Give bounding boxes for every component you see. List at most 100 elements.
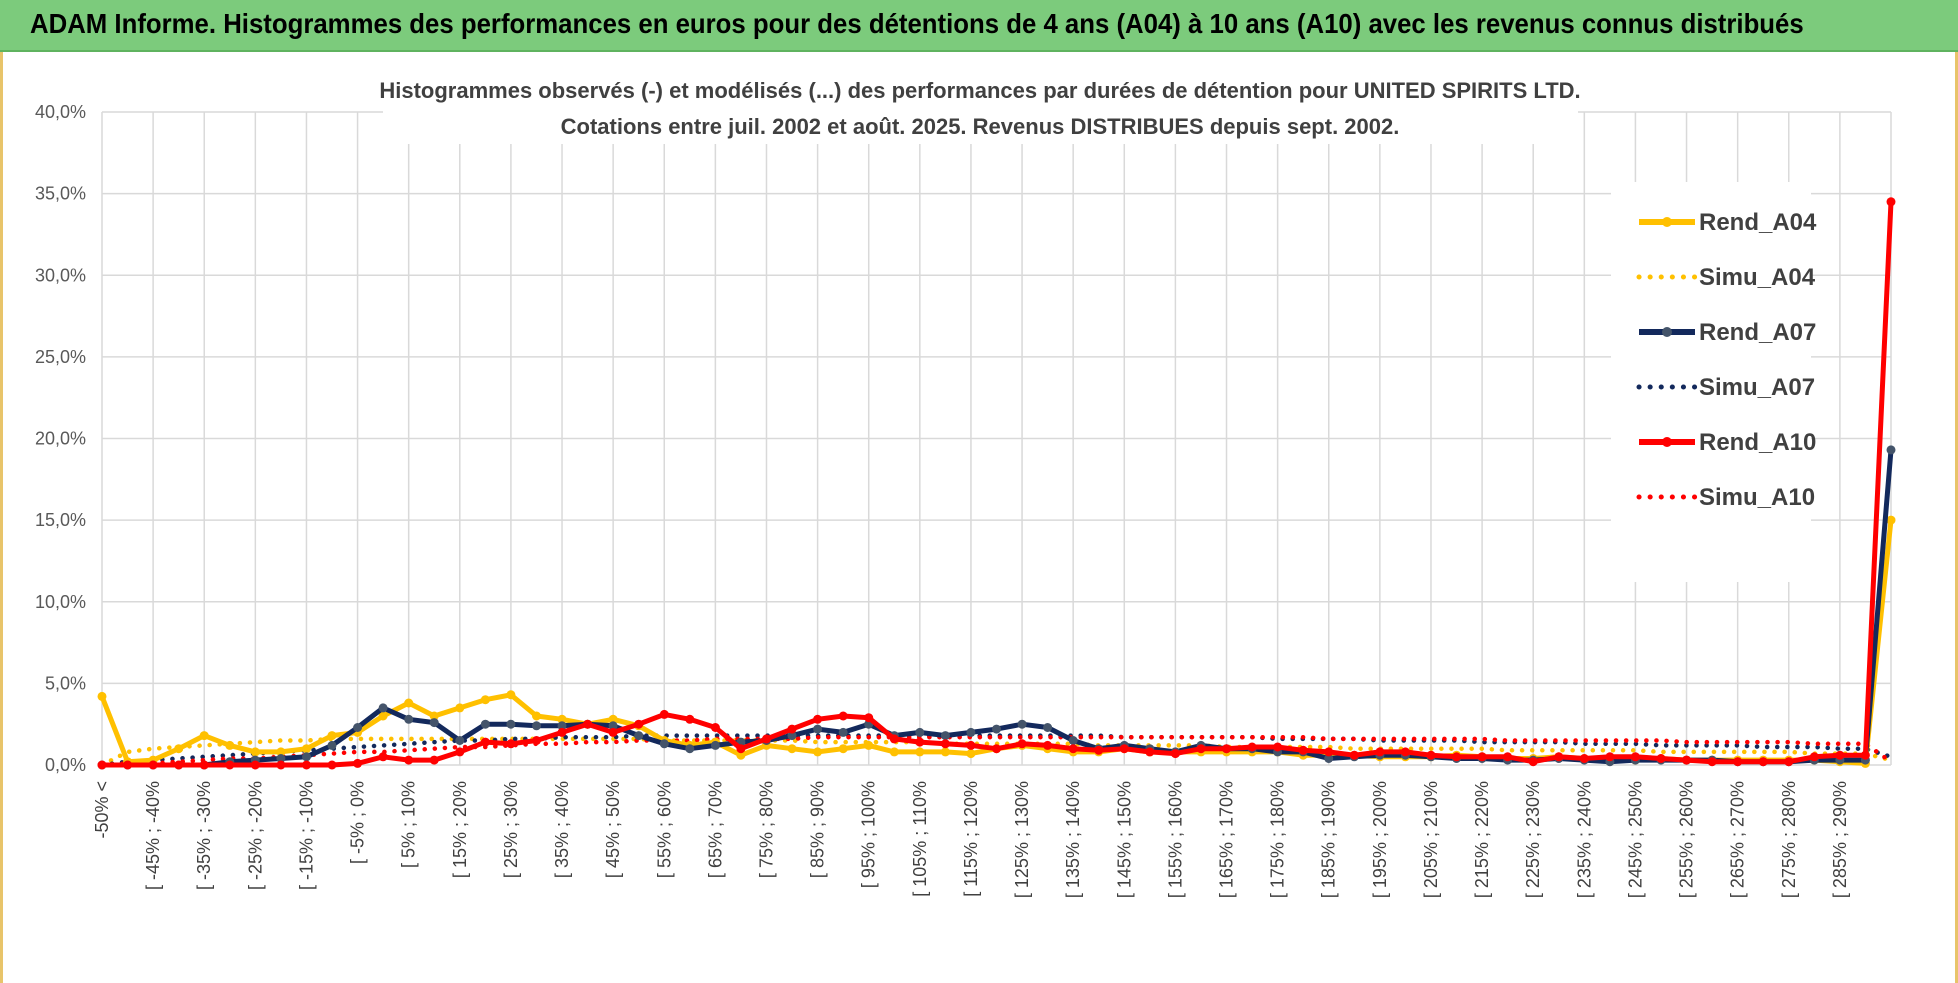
data-point-rend_a10: [1426, 750, 1436, 760]
x-tick-label: [ 5% ; 10%: [399, 781, 419, 868]
data-point-rend_a04: [276, 747, 286, 757]
data-point-rend_a10: [1349, 750, 1359, 760]
data-point-rend_a07: [429, 718, 439, 728]
data-point-rend_a07: [557, 721, 567, 731]
data-point-rend_a10: [992, 744, 1001, 754]
data-point-rend_a04: [455, 703, 465, 713]
data-point-rend_a04: [557, 714, 567, 724]
data-point-rend_a10: [378, 752, 388, 762]
data-point-rend_a04: [327, 731, 337, 741]
data-point-rend_a10: [1094, 745, 1104, 755]
data-point-rend_a04: [1886, 515, 1896, 525]
data-point-rend_a07: [838, 727, 848, 737]
y-axis-ticks: 0,0% 5,0% 10,0% 15,0% 20,0% 25,0% 30,0% 35,0% 40…: [35, 102, 86, 775]
data-point-rend_a10: [250, 760, 260, 770]
data-point-rend_a10: [889, 734, 899, 744]
y-tick-label: 10,0%: [35, 592, 86, 612]
data-point-rend_a04: [532, 711, 541, 721]
data-point-rend_a10: [940, 739, 950, 749]
data-point-rend_a04: [940, 747, 950, 757]
data-point-rend_a04: [429, 711, 439, 721]
data-point-rend_a10: [1145, 747, 1155, 757]
data-point-rend_a10: [787, 724, 797, 734]
x-tick-label: [ 205% ; 210%: [1421, 781, 1441, 898]
data-point-rend_a10: [480, 737, 490, 747]
data-point-rend_a10: [1835, 750, 1845, 760]
data-point-rend_a04: [864, 740, 874, 750]
data-point-rend_a10: [966, 740, 976, 750]
y-tick-label: 0,0%: [45, 755, 86, 775]
data-point-rend_a10: [736, 744, 746, 754]
data-point-rend_a10: [1503, 752, 1513, 762]
legend-label-simu_a10: Simu_A10: [1699, 484, 1815, 511]
data-point-rend_a10: [123, 760, 133, 770]
data-point-rend_a10: [1196, 744, 1206, 754]
x-tick-label: [ 165% ; 170%: [1217, 781, 1237, 898]
x-tick-label: [ -45% ; -40%: [143, 781, 163, 890]
data-point-rend_a10: [199, 760, 209, 770]
data-point-rend_a10: [1528, 757, 1538, 767]
data-point-rend_a10: [97, 760, 107, 770]
x-tick-label: [ 245% ; 250%: [1625, 781, 1645, 898]
data-point-rend_a10: [225, 760, 235, 770]
data-point-rend_a10: [608, 727, 618, 737]
report-title: ADAM Informe. Histogrammes des performan…: [30, 8, 1804, 39]
x-tick-label: [ 65% ; 70%: [705, 781, 725, 878]
x-tick-label: [ 95% ; 100%: [859, 781, 879, 888]
data-point-rend_a10: [1170, 749, 1180, 759]
data-point-rend_a10: [455, 747, 465, 757]
chart-title: Histogrammes observés (-) et modélisés (…: [379, 78, 1580, 103]
data-point-rend_a04: [225, 740, 235, 750]
x-tick-label: [ 115% ; 120%: [961, 781, 981, 897]
x-tick-label: [ 235% ; 240%: [1574, 781, 1594, 898]
data-point-rend_a10: [1119, 744, 1129, 754]
x-tick-label: [ 85% ; 90%: [808, 781, 828, 878]
legend-label-rend_a04: Rend_A04: [1699, 209, 1817, 236]
data-point-rend_a10: [148, 760, 158, 770]
data-point-rend_a10: [1707, 757, 1717, 767]
data-point-rend_a04: [966, 749, 976, 759]
x-tick-label: [ 105% ; 110%: [910, 781, 930, 897]
x-tick-label: [ 135% ; 140%: [1063, 781, 1083, 898]
data-point-rend_a04: [97, 691, 107, 701]
data-point-rend_a07: [353, 723, 363, 732]
y-tick-label: 25,0%: [35, 347, 86, 367]
data-point-rend_a04: [302, 744, 311, 754]
x-tick-label: [ -35% ; -30%: [194, 781, 214, 890]
data-point-rend_a10: [864, 713, 874, 723]
data-point-rend_a10: [1605, 752, 1615, 762]
x-tick-label: [ -25% ; -20%: [245, 781, 265, 890]
x-tick-label: [ 155% ; 160%: [1165, 781, 1185, 898]
data-point-rend_a10: [429, 755, 439, 765]
data-point-rend_a07: [634, 731, 644, 741]
x-tick-label: [ 275% ; 280%: [1779, 781, 1799, 898]
data-point-rend_a10: [1298, 745, 1308, 755]
x-tick-label: [ 45% ; 50%: [603, 781, 623, 878]
data-point-rend_a04: [608, 714, 618, 724]
data-point-rend_a10: [276, 760, 286, 770]
x-tick-label: [ 195% ; 200%: [1370, 781, 1390, 898]
y-tick-label: 5,0%: [45, 673, 86, 693]
report-header: ADAM Informe. Histogrammes des performan…: [0, 0, 1958, 52]
x-tick-label: [ -5% ; 0%: [348, 781, 368, 864]
line-chart: 0,0% 5,0% 10,0% 15,0% 20,0% 25,0% 30,0% 35,0% 40…: [35, 72, 1896, 898]
series-line-simu_a04: [99, 736, 1894, 768]
data-point-rend_a10: [1043, 740, 1053, 750]
data-point-rend_a10: [1758, 757, 1768, 767]
legend: Rend_A04 Simu_A04 Rend_A07 Simu_A07 Rend_A10…: [1636, 209, 1817, 511]
data-point-rend_a07: [404, 714, 414, 724]
x-tick-label: -50% <: [92, 781, 112, 839]
x-tick-label: [ 185% ; 190%: [1319, 781, 1339, 898]
data-point-rend_a04: [813, 747, 823, 757]
data-point-rend_a04: [506, 690, 516, 700]
data-point-rend_a07: [455, 736, 465, 745]
data-point-rend_a04: [838, 744, 848, 754]
data-point-rend_a07: [659, 739, 669, 749]
data-point-rend_a07: [378, 703, 388, 713]
data-point-rend_a07: [813, 724, 823, 734]
x-tick-label: [ 125% ; 130%: [1012, 781, 1032, 898]
data-point-rend_a10: [1809, 752, 1819, 762]
data-point-rend_a04: [915, 747, 925, 757]
data-point-rend_a07: [966, 727, 976, 737]
data-point-rend_a07: [506, 719, 516, 729]
